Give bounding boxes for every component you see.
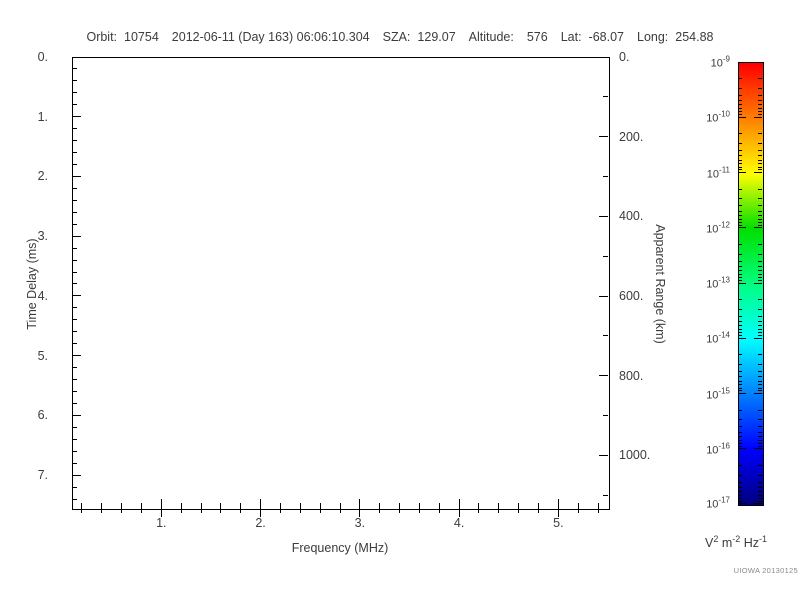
- colorbar-units-label: V2 m-2 Hz-1: [672, 534, 800, 550]
- colorbar-ticks-left: [738, 61, 746, 504]
- orbit-label: Orbit:: [86, 30, 118, 44]
- x-tick-label: 2.: [255, 516, 266, 530]
- x-axis-tick-labels: 1. 2. 3. 4. 5.: [72, 516, 608, 536]
- units-m-exponent: -2: [732, 534, 741, 544]
- y-axis-tick-labels: 0. 1. 2. 3. 4. 5. 6. 7.: [0, 50, 62, 508]
- right-tick-label: 200.: [619, 129, 644, 144]
- colorbar-tick-label: 10-15: [706, 386, 730, 401]
- y-tick-label: 1.: [37, 109, 48, 124]
- x-tick-label: 3.: [354, 516, 366, 530]
- colorbar-tick-label: 10-10: [706, 109, 730, 125]
- right-axis-ticks: [599, 56, 609, 508]
- altitude-label: Altitude:: [468, 30, 514, 44]
- colorbar-tick-label: 10-14: [706, 330, 730, 346]
- ionogram-plot-area: [72, 57, 610, 510]
- colorbar: [738, 62, 764, 506]
- x-axis-title: Frequency (MHz): [291, 541, 389, 555]
- colorbar-tick-label: 10-12: [706, 220, 730, 236]
- credit-label: UIOWA 20130125: [733, 566, 798, 575]
- y-axis-title: Time Delay (ms): [25, 238, 39, 330]
- right-axis-title: Apparent Range (km): [653, 224, 667, 344]
- units-v-exponent: 2: [713, 534, 719, 544]
- units-hz: Hz: [743, 536, 760, 551]
- sza-value: 129.07: [417, 30, 456, 44]
- colorbar-tick-label: 10-17: [706, 495, 730, 511]
- colorbar-tick-label: 10-16: [706, 441, 730, 457]
- x-tick-label: 5.: [553, 516, 564, 530]
- y-tick-label: 2.: [37, 169, 48, 184]
- right-axis-tick-labels: 0. 200. 400. 600. 800. 1000.: [619, 50, 689, 508]
- y-tick-label: 5.: [37, 348, 48, 363]
- colorbar-tick-label: 10-11: [706, 165, 730, 180]
- spectrogram-canvas: [73, 58, 609, 509]
- right-tick-label: 1000.: [619, 448, 651, 463]
- units-hz-exponent: -1: [759, 534, 768, 544]
- latitude-label: Lat:: [560, 30, 582, 44]
- units-m: m: [721, 536, 733, 551]
- colorbar-tick-label: 10-13: [706, 275, 730, 291]
- metadata-header: Orbit: 10754 2012-06-11 (Day 163) 06:06:10…: [0, 30, 800, 44]
- y-tick-label: 3.: [37, 229, 48, 244]
- right-tick-label: 600.: [619, 289, 644, 304]
- colorbar-gradient: [739, 63, 763, 505]
- y-tick-label: 7.: [37, 468, 48, 483]
- orbit-value: 10754: [124, 30, 159, 44]
- colorbar-tick-label: 10-9: [710, 54, 730, 70]
- x-axis-ticks: [72, 499, 608, 517]
- right-tick-label: 800.: [619, 368, 644, 383]
- right-tick-label: 0.: [619, 50, 630, 64]
- longitude-label: Long:: [637, 30, 669, 44]
- x-tick-label: 4.: [453, 516, 465, 530]
- y-tick-label: 4.: [37, 288, 48, 303]
- colorbar-ticks-right: [754, 61, 763, 504]
- observation-datetime: 2012-06-11 (Day 163) 06:06:10.304: [171, 30, 370, 44]
- y-axis-ticks: [72, 56, 81, 508]
- longitude-value: 254.88: [675, 30, 714, 44]
- sza-label: SZA:: [382, 30, 411, 44]
- units-v: V: [704, 536, 714, 551]
- colorbar-tick-labels: 10-9 10-10 10-11 10-12 10-13 10-14 10-15 10-16 1…: [686, 55, 736, 511]
- altitude-value: 576: [526, 30, 548, 44]
- y-tick-label: 0.: [37, 50, 48, 64]
- x-tick-label: 1.: [156, 516, 167, 530]
- latitude-value: -68.07: [588, 30, 624, 44]
- y-tick-label: 6.: [37, 408, 48, 423]
- right-tick-label: 400.: [619, 209, 644, 224]
